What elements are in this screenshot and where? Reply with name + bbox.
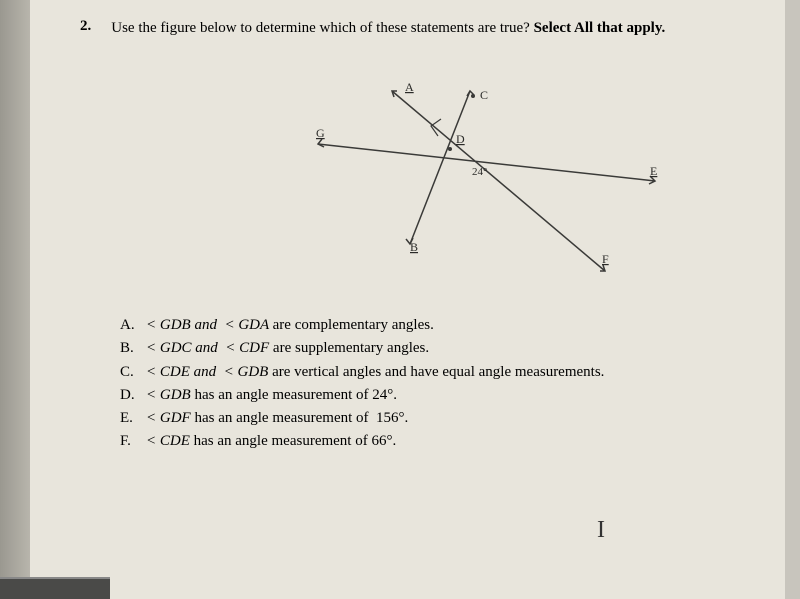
option-b: B. < GDC and < CDF are supplementary ang… [120,337,735,360]
option-e: E. < GDF has an angle measurement of 156… [120,407,735,430]
option-letter: A. [120,314,140,337]
option-letter: D. [120,384,140,407]
figure-area: A C G D E B F 24° [80,49,735,299]
text-cursor: I [597,517,605,544]
option-text: < GDB has an angle measurement of 24°. [146,384,397,407]
question-prompt: Use the figure below to determine which … [111,18,665,39]
option-letter: E. [120,407,140,430]
label-g: G [316,126,325,140]
side-shadow [0,0,30,599]
label-a: A [405,80,414,94]
line-af [392,91,605,271]
page-background: 2. Use the figure below to determine whi… [30,0,785,599]
geometry-figure: A C G D E B F 24° [210,49,690,299]
question-number: 2. [80,18,91,39]
option-text: < GDF has an angle measurement of 156°. [146,407,408,430]
option-f: F. < CDE has an angle measurement of 66°… [120,430,735,453]
option-c: C. < CDE and < GDB are vertical angles a… [120,361,735,384]
option-text: < CDE and < GDB are vertical angles and … [146,361,604,384]
label-d: D [456,132,465,146]
option-letter: F. [120,430,140,453]
label-c: C [480,88,488,102]
option-text: < GDC and < CDF are supplementary angles… [146,337,429,360]
arrow-g [318,139,324,147]
option-letter: B. [120,337,140,360]
angle-24: 24° [472,166,487,178]
option-letter: C. [120,361,140,384]
dot-c [471,94,475,98]
label-e: E [650,164,657,178]
label-f: F [602,252,609,266]
option-text: < GDB and < GDA are complementary angles… [146,314,434,337]
dot-d [448,147,452,151]
bottom-bar [0,577,110,599]
option-d: D. < GDB has an angle measurement of 24°… [120,384,735,407]
option-a: A. < GDB and < GDA are complementary ang… [120,314,735,337]
prompt-bold: Select All that apply. [534,20,666,36]
prompt-text: Use the figure below to determine which … [111,20,533,36]
question-header: 2. Use the figure below to determine whi… [80,18,735,39]
option-text: < CDE has an angle measurement of 66°. [146,430,396,453]
options-list: A. < GDB and < GDA are complementary ang… [120,314,735,454]
label-b: B [410,240,418,254]
